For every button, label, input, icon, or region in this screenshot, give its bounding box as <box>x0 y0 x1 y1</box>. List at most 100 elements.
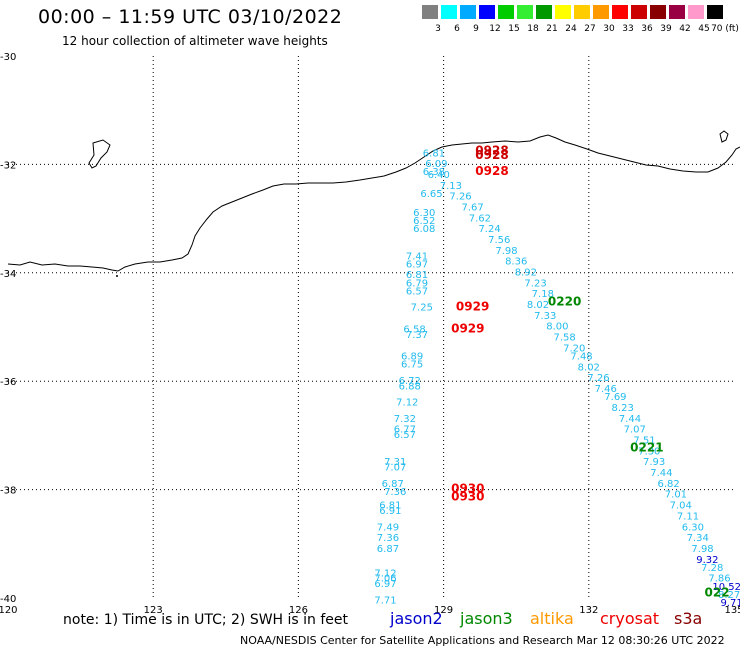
wave-height-label: 7.07 <box>384 463 406 474</box>
legend-label: 36 <box>641 24 653 34</box>
wave-height-label: 7.62 <box>469 213 491 224</box>
altimeter-labels: 6.816.096.386.407.136.65 7.267.676.30 7.62… <box>374 144 740 609</box>
wave-height-label: 6.38 <box>423 167 445 178</box>
wave-height-label: 7.30 <box>638 446 660 457</box>
wave-height-label: 7.46 <box>595 384 617 395</box>
wave-height-label: 6.40 <box>428 170 450 181</box>
wave-height-label: 7.07 <box>624 425 646 436</box>
pass-time-label: 022 <box>705 585 730 599</box>
legend-label: 70 (ft) <box>711 24 739 34</box>
legend-label: 21 <box>546 24 558 34</box>
wave-height-label: 6.81 <box>379 501 401 512</box>
wave-height-label: 7.41 <box>406 251 428 262</box>
legend-label: 33 <box>622 24 634 34</box>
wave-height-label: 7.69 <box>604 392 626 403</box>
wave-height-label: 10.52 <box>712 582 740 593</box>
pass-time-label: 0221 <box>630 441 663 455</box>
pass-time-label: 0929 <box>451 321 484 335</box>
wave-height-label: 7.71 <box>374 595 396 606</box>
wave-height-label: 7.37 <box>406 330 428 341</box>
legend-label: 45 <box>698 24 710 34</box>
legend-swatch <box>574 5 590 19</box>
legend-label: 15 <box>508 24 520 34</box>
wave-height-label: 7.34 <box>687 533 709 544</box>
wave-height-label: 7.51 <box>633 436 655 447</box>
wave-height-label: 7.25 <box>411 303 433 314</box>
wave-height-label: 7.20 <box>563 343 585 354</box>
coastline <box>7 130 740 277</box>
wave-height-label: 7.49 <box>377 522 399 533</box>
wave-height-label: 7.04 <box>670 501 692 512</box>
wave-height-label: 7.44 <box>619 414 641 425</box>
wave-height-label: 7.12 <box>374 568 396 579</box>
wave-height-label: 6.82 <box>658 479 680 490</box>
legend-swatch <box>631 5 647 19</box>
map-subtitle: 12 hour collection of altimeter wave hei… <box>62 34 328 48</box>
wave-height-label: 6.57 <box>394 430 416 441</box>
legend-swatch <box>422 5 438 19</box>
lon-tick-label: 123 <box>144 605 163 616</box>
lat-tick-label: -36 <box>0 377 16 388</box>
legend-swatch <box>498 5 514 19</box>
legend-label: 6 <box>454 24 460 34</box>
wave-height-label: 7.01 <box>665 490 687 501</box>
wave-height-label: 7.26 <box>449 192 471 203</box>
wave-height-label: 6.81 <box>406 270 428 281</box>
legend-swatch <box>460 5 476 19</box>
sat-cryosat: cryosat <box>600 609 660 628</box>
legend-swatch <box>688 5 704 19</box>
sat-jason3: jason3 <box>460 609 513 628</box>
lat-tick-label: -38 <box>0 486 16 497</box>
wave-height-label: 7.86 <box>708 574 730 585</box>
legend-swatch <box>650 5 666 19</box>
legend-label: 9 <box>473 24 479 34</box>
wave-height-label: 7.48 <box>570 352 592 363</box>
wave-height-label: 7.56 <box>488 235 510 246</box>
wave-height-label: 7.33 <box>534 311 556 322</box>
wave-height-label: 7.58 <box>553 333 575 344</box>
wave-height-label: 7.44 <box>650 468 672 479</box>
legend-swatch <box>669 5 685 19</box>
sat-altika: altika <box>530 609 574 628</box>
wave-height-label: 7.26 <box>587 373 609 384</box>
wave-height-label: 7.12 <box>396 398 418 409</box>
small-island <box>719 130 729 143</box>
wave-height-label: 7.24 <box>478 224 500 235</box>
wave-height-label: 6.79 <box>406 278 428 289</box>
wave-height-label: 9.71 <box>720 598 740 609</box>
legend-label: 39 <box>660 24 672 34</box>
pass-time-label: 0928 <box>475 164 508 178</box>
wave-height-label: 6.58 <box>403 324 425 335</box>
legend-swatch <box>479 5 495 19</box>
pass-time-label: 0928 <box>475 144 508 158</box>
wave-height-label: 6.91 <box>379 506 401 517</box>
legend-swatch <box>536 5 552 19</box>
wave-height-label: 8.27 <box>718 590 740 601</box>
wave-height-label: 7.11 <box>677 511 699 522</box>
lon-tick-label: 132 <box>579 605 598 616</box>
wave-height-label: 7.18 <box>532 289 554 300</box>
legend-label: 27 <box>584 24 596 34</box>
wave-height-label: 8.00 <box>546 322 568 333</box>
wave-height-label: 7.32 <box>394 414 416 425</box>
footer-credit: NOAA/NESDIS Center for Satellite Applica… <box>240 634 725 647</box>
wave-height-label: 7.67 <box>462 202 484 213</box>
lat-tick-label: -34 <box>0 269 16 280</box>
wave-height-label: 7.93 <box>643 457 665 468</box>
wave-height-label: 8.92 <box>515 268 537 279</box>
wave-height-label: 9.32 <box>696 555 718 566</box>
wave-height-label: 7.36 <box>384 487 406 498</box>
lat-tick-label: -30 <box>0 52 16 63</box>
wave-height-label: 7.06 <box>374 574 396 585</box>
lat-tick-label: -40 <box>0 594 16 605</box>
legend-swatch <box>707 5 723 19</box>
pass-time-label: 0928 <box>475 148 508 162</box>
wave-height-label: 6.87 <box>382 479 404 490</box>
pass-time-label: 0930 <box>451 489 484 503</box>
wave-height-label: 6.77 <box>394 425 416 436</box>
pass-time-label: 0930 <box>451 481 484 495</box>
wave-height-label: 6.65 <box>420 189 442 200</box>
map-axes: 120 123 126 129 132 135 -30 -32 -34 -36 -38 -40 <box>0 52 740 616</box>
legend-swatch <box>517 5 533 19</box>
